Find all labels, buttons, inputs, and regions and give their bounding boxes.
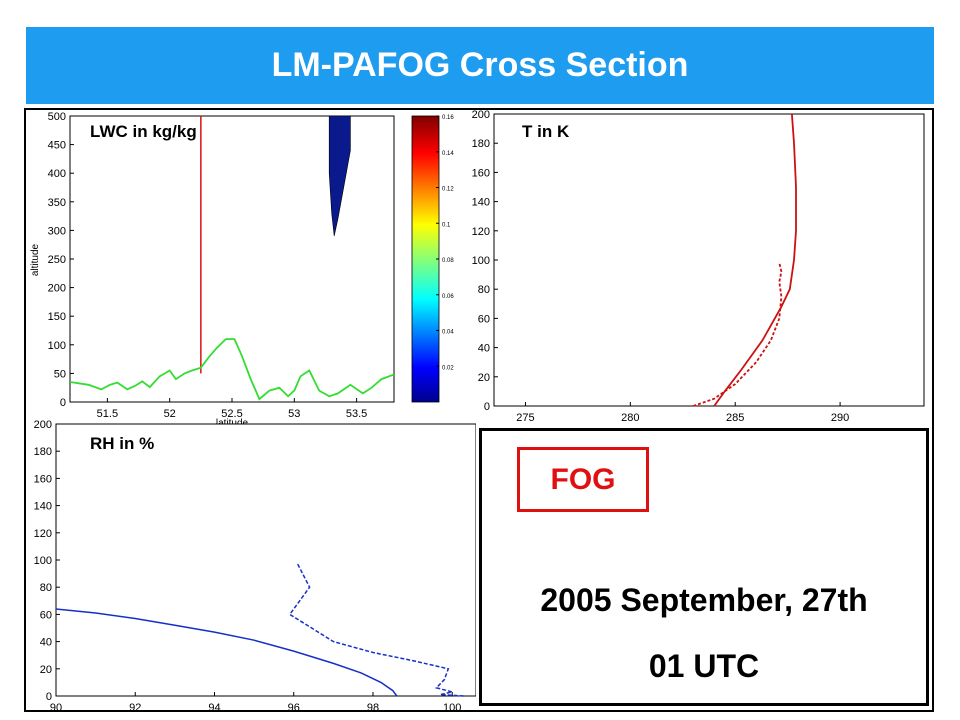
colorbar-tick-label: 0.16	[442, 115, 454, 121]
y-tick-label: 60	[40, 609, 52, 621]
time-text: 01 UTC	[648, 648, 760, 684]
x-tick-label: 53.5	[346, 408, 367, 420]
colorbar-tick-label: 0.1	[442, 222, 451, 228]
y-tick-label: 200	[34, 419, 52, 431]
y-tick-label: 80	[478, 284, 490, 296]
plot-area	[493, 113, 925, 407]
y-tick-label: 350	[48, 197, 66, 209]
x-tick-label: 53	[288, 408, 300, 420]
y-tick-label: 20	[40, 664, 52, 676]
info-box	[479, 428, 929, 706]
y-tick-label: 120	[34, 528, 52, 540]
y-tick-label: 200	[472, 110, 490, 121]
slide-title: LM-PAFOG Cross Section	[26, 27, 934, 104]
date-text: 2005 September, 27th	[540, 582, 868, 618]
y-tick-label: 450	[48, 140, 66, 152]
rh-label: RH in %	[90, 434, 155, 453]
colorbar-tick-label: 0.14	[442, 151, 454, 157]
colorbar-tick-label: 0.12	[442, 187, 454, 193]
y-tick-label: 250	[48, 254, 66, 266]
y-tick-label: 100	[48, 340, 66, 352]
y-tick-label: 0	[60, 397, 66, 409]
y-tick-label: 60	[478, 313, 490, 325]
terrain-line	[69, 338, 395, 401]
x-tick-label: 90	[50, 702, 62, 710]
colorbar-tick-label: 0.04	[442, 330, 454, 336]
colorbar-tick-label: 0.08	[442, 258, 454, 264]
x-axis-label: latitude	[216, 418, 249, 426]
y-tick-label: 0	[484, 401, 490, 413]
x-tick-label: 51.5	[97, 408, 118, 420]
y-tick-label: 300	[48, 225, 66, 237]
temperature-line-solid	[713, 113, 797, 407]
colorbar-tick-label: 0.02	[442, 365, 454, 371]
y-tick-label: 50	[54, 368, 66, 380]
rh-line-dashed	[288, 563, 465, 697]
lwc-chart: 51.5 52 52.5 53 53.5 0 50 100 150 200 250 300 350 400…	[30, 111, 454, 426]
y-tick-label: 200	[48, 283, 66, 295]
colorbar-tick-label: 0.06	[442, 294, 454, 300]
x-tick-label: 52.5	[221, 408, 242, 420]
x-tick-label: 285	[726, 412, 744, 424]
plot-area	[55, 423, 476, 697]
x-tick-label: 96	[288, 702, 300, 710]
y-tick-label: 180	[34, 446, 52, 458]
x-tick-label: 290	[831, 412, 849, 424]
x-tick-label: 275	[516, 412, 534, 424]
y-tick-label: 160	[34, 473, 52, 485]
rh-chart: 90 92 94 96 98 100 0 20 40 60 80 100 120 140 160 180 200	[34, 419, 476, 710]
figure-frame	[24, 108, 934, 712]
rh-line-solid	[55, 608, 398, 697]
x-tick-label: 52	[164, 408, 176, 420]
colorbar	[411, 115, 440, 403]
y-tick-label: 400	[48, 168, 66, 180]
x-tick-label: 280	[621, 412, 639, 424]
x-tick-label: 92	[129, 702, 141, 710]
fog-badge: FOG	[517, 447, 649, 512]
y-tick-label: 500	[48, 111, 66, 123]
y-tick-label: 40	[478, 343, 490, 355]
temperature-line-dashed	[693, 262, 783, 407]
y-tick-label: 40	[40, 637, 52, 649]
y-axis-label: altitude	[30, 243, 41, 276]
y-tick-label: 0	[46, 691, 52, 703]
y-tick-label: 140	[472, 197, 490, 209]
y-tick-label: 140	[34, 501, 52, 513]
lwc-label: LWC in kg/kg	[90, 122, 197, 141]
temperature-chart: 275 280 285 290 0 20 40 60 80 100 120 140 160 180 200	[472, 110, 925, 424]
fog-region	[328, 115, 351, 237]
x-tick-label: 98	[367, 702, 379, 710]
y-tick-label: 120	[472, 226, 490, 238]
y-tick-label: 100	[472, 255, 490, 267]
x-tick-label: 94	[208, 702, 220, 710]
y-tick-label: 150	[48, 311, 66, 323]
temperature-label: T in K	[522, 122, 570, 141]
y-tick-label: 20	[478, 372, 490, 384]
y-tick-label: 160	[472, 167, 490, 179]
y-tick-label: 100	[34, 555, 52, 567]
y-tick-label: 80	[40, 582, 52, 594]
y-tick-label: 180	[472, 138, 490, 150]
x-tick-label: 100	[443, 702, 461, 710]
